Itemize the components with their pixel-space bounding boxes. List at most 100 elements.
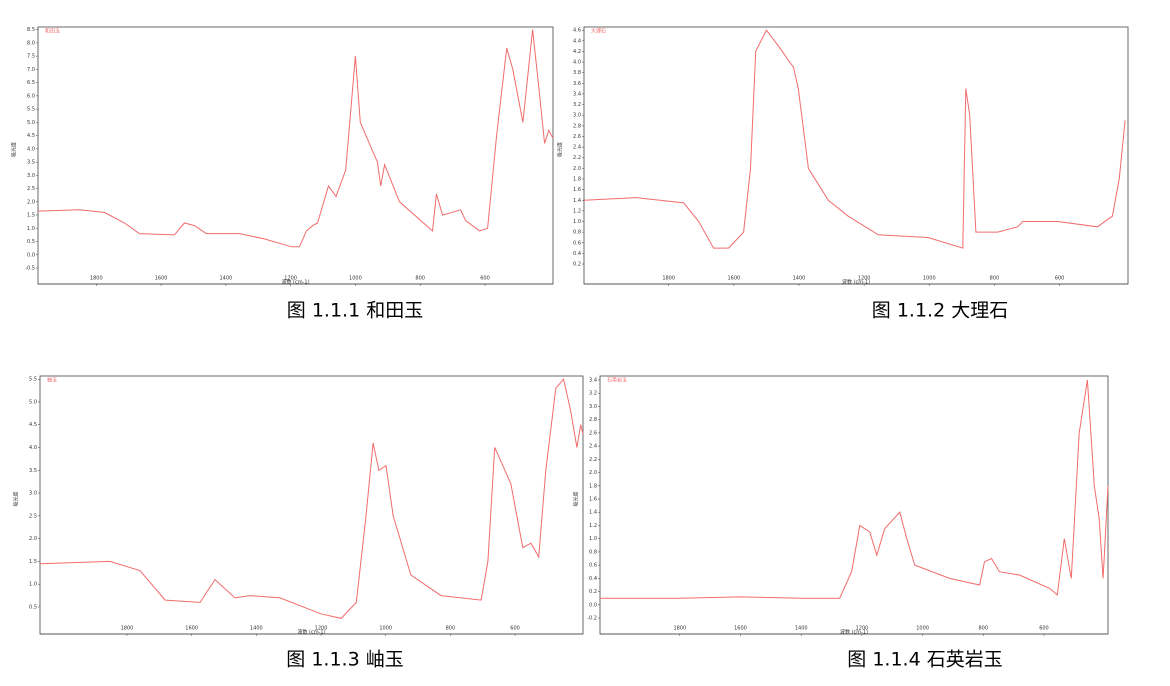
figure-caption: 图 1.1.1 和田玉 [287,300,423,322]
y-tick-label: -0.5 [25,266,35,272]
y-tick-label: 3.0 [27,173,35,179]
sample-label: 岫玉 [47,377,57,384]
x-axis-label: 波数 (cm-1) [840,629,868,636]
x-tick-label: 600 [1055,276,1065,282]
y-tick-label: 2.0 [27,199,35,205]
y-axis-label: 吸光度 [573,491,580,506]
y-tick-label: 3.0 [29,491,37,497]
y-tick-label: 4.0 [573,60,581,66]
y-tick-label: 2.4 [589,444,597,450]
x-tick-label: 1200 [858,276,871,282]
y-tick-label: 0.0 [27,252,35,258]
y-tick-label: 6.5 [27,80,35,86]
x-tick-label: 1600 [727,276,740,282]
y-axis-label: 吸光度 [11,142,18,157]
y-tick-label: 1.2 [573,208,581,214]
x-tick-label: 1200 [284,276,297,282]
x-tick-label: 1000 [916,626,929,632]
x-axis-label: 波数 (cm-1) [842,279,870,286]
x-tick-label: 1200 [315,626,328,632]
y-tick-label: 1.5 [29,559,37,565]
x-tick-label: 1800 [673,626,686,632]
x-tick-label: 800 [415,276,425,282]
x-tick-label: 1800 [90,276,103,282]
x-tick-label: 800 [979,626,989,632]
y-tick-label: 0.4 [589,576,597,582]
y-tick-label: 7.5 [27,54,35,60]
figure-caption: 图 1.1.3 岫玉 [286,649,403,671]
x-tick-label: 600 [510,626,520,632]
y-tick-label: 5.0 [27,120,35,126]
sample-label: 和田玉 [45,28,60,35]
y-tick-label: 7.0 [27,67,35,73]
y-tick-label: 2.5 [29,513,37,519]
y-tick-label: 8.0 [27,40,35,46]
y-tick-label: -0.2 [587,616,597,622]
y-tick-label: 2.2 [573,155,581,161]
sample-label: 大理石 [591,28,606,35]
y-tick-label: 2.0 [589,470,597,476]
y-tick-label: 0.0 [589,602,597,608]
plot-frame [583,26,1129,285]
spectrum-line [600,379,1109,599]
x-tick-label: 1600 [185,626,198,632]
y-tick-label: 0.8 [589,549,597,555]
y-tick-label: 4.4 [573,38,581,44]
figure-caption: 图 1.1.4 石英岩玉 [847,649,1002,671]
y-tick-label: 0.2 [589,589,597,595]
x-tick-label: 800 [446,626,456,632]
y-tick-label: 4.5 [27,133,35,139]
y-tick-label: 0.6 [573,240,581,246]
y-tick-label: 0.5 [29,604,37,610]
y-tick-label: 2.0 [573,166,581,172]
y-tick-label: 3.0 [573,113,581,119]
y-tick-label: 8.5 [27,27,35,33]
y-tick-label: 1.8 [573,176,581,182]
y-tick-label: 3.0 [589,404,597,410]
y-tick-label: 1.8 [589,483,597,489]
figure-caption: 图 1.1.2 大理石 [872,300,1008,322]
plot-frame [39,375,584,635]
y-tick-label: 1.4 [573,198,581,204]
y-tick-label: 4.0 [27,146,35,152]
y-tick-label: 1.2 [589,523,597,529]
y-tick-label: 1.4 [589,510,597,516]
x-tick-label: 600 [1039,626,1049,632]
y-tick-label: 3.2 [589,391,597,397]
x-tick-label: 1200 [856,626,869,632]
y-tick-label: 2.8 [589,417,597,423]
y-tick-label: 2.6 [589,430,597,436]
y-tick-label: 2.0 [29,536,37,542]
y-tick-label: 4.6 [573,28,581,34]
y-tick-label: 3.4 [589,377,597,383]
y-tick-label: 3.8 [573,70,581,76]
x-tick-label: 1400 [219,276,232,282]
y-tick-label: 2.6 [573,134,581,140]
spectrum-line [39,378,584,619]
y-tick-label: 3.5 [27,160,35,166]
y-tick-label: 1.0 [589,536,597,542]
spectrum-line [37,29,554,248]
x-tick-label: 800 [990,276,1000,282]
y-tick-label: 1.5 [27,213,35,219]
y-tick-label: 5.0 [29,399,37,405]
y-tick-label: 3.5 [29,468,37,474]
sample-label: 石英岩玉 [607,377,627,384]
y-tick-label: 3.2 [573,102,581,108]
x-tick-label: 1000 [349,276,362,282]
x-tick-label: 1800 [662,276,675,282]
y-tick-label: 2.8 [573,123,581,129]
y-tick-label: 1.0 [29,582,37,588]
x-tick-label: 600 [480,276,490,282]
x-tick-label: 1000 [923,276,936,282]
x-tick-label: 1400 [795,626,808,632]
y-tick-label: 0.4 [573,251,581,257]
y-tick-label: 1.6 [573,187,581,193]
y-tick-label: 1.0 [573,219,581,225]
plot-frame [599,375,1109,635]
y-tick-label: 1.0 [27,226,35,232]
y-tick-label: 0.8 [573,230,581,236]
x-tick-label: 1600 [734,626,747,632]
y-tick-label: 2.5 [27,186,35,192]
